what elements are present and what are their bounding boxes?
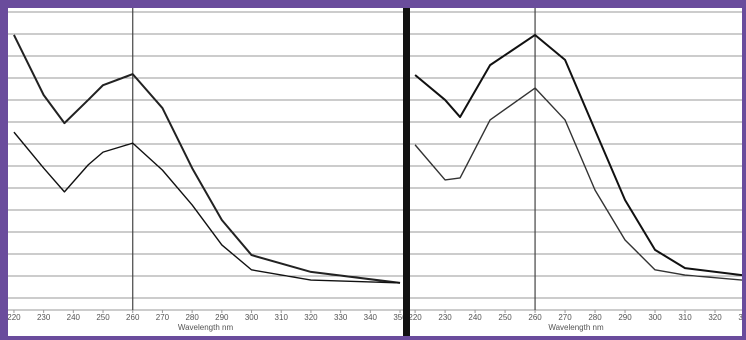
spectrum-line bbox=[13, 34, 401, 284]
x-tick-label: 310 bbox=[678, 313, 692, 322]
x-tick-label: 340 bbox=[364, 313, 378, 322]
x-axis-label: Wavelength nm bbox=[178, 323, 234, 332]
x-tick-label: 230 bbox=[438, 313, 452, 322]
x-tick-label: 300 bbox=[648, 313, 662, 322]
spectrum-line bbox=[414, 87, 742, 281]
x-tick-label: 240 bbox=[468, 313, 482, 322]
x-tick-label: 280 bbox=[588, 313, 602, 322]
x-tick-label: 220 bbox=[7, 313, 21, 322]
x-tick-label: 230 bbox=[37, 313, 51, 322]
x-tick-label: 270 bbox=[156, 313, 170, 322]
x-tick-label: 250 bbox=[96, 313, 110, 322]
x-tick-label: 320 bbox=[304, 313, 318, 322]
spectrum-line bbox=[414, 33, 742, 277]
x-tick-label: 220 bbox=[408, 313, 422, 322]
x-tick-label: 240 bbox=[67, 313, 81, 322]
x-tick-label: 280 bbox=[185, 313, 199, 322]
x-tick-label: 320 bbox=[708, 313, 722, 322]
x-tick-label: 300 bbox=[245, 313, 259, 322]
panel bbox=[8, 8, 403, 336]
x-tick-label: 330 bbox=[738, 313, 746, 322]
x-tick-label: 290 bbox=[618, 313, 632, 322]
x-tick-label: 250 bbox=[498, 313, 512, 322]
x-tick-label: 270 bbox=[558, 313, 572, 322]
x-tick-label: 330 bbox=[334, 313, 348, 322]
chart: 220 230 240 250 260 270 280 290 300 310 320 330 340 3… bbox=[7, 8, 407, 332]
x-tick-label: 260 bbox=[528, 313, 542, 322]
x-tick-label: 260 bbox=[126, 313, 140, 322]
x-tick-label: 310 bbox=[275, 313, 289, 322]
x-tick-label: 350 bbox=[393, 313, 407, 322]
x-tick-label: 290 bbox=[215, 313, 229, 322]
chart: 220 230 240 250 260 270 280 290 300 310 320 330 Wave… bbox=[408, 8, 746, 332]
separator bbox=[403, 8, 410, 336]
spectrum-line bbox=[13, 131, 401, 284]
x-axis-label: Wavelength nm bbox=[548, 323, 604, 332]
panel bbox=[410, 8, 742, 336]
